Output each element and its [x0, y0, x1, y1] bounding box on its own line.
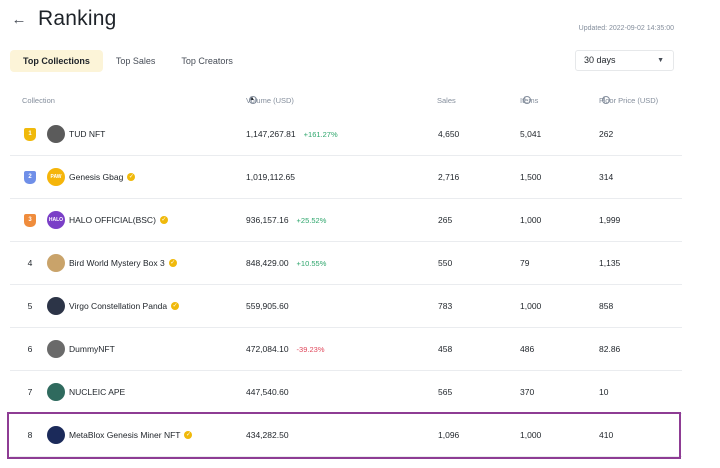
floor-price-cell: 410	[599, 430, 614, 440]
floor-price-cell: 1,999	[599, 215, 621, 225]
avatar[interactable]	[47, 426, 65, 444]
rank-cell: 8	[22, 414, 38, 456]
verified-icon: ✓	[159, 216, 168, 224]
items-cell: 79	[520, 258, 530, 268]
table-row[interactable]: 5 Virgo Constellation Panda ✓ 559,905.60…	[10, 285, 682, 328]
floor-price-cell: 858	[599, 301, 614, 311]
table-row[interactable]: 7 NUCLEIC APE 447,540.60 565 370 10	[10, 371, 682, 414]
volume-cell: 936,157.16 +25.52%	[246, 215, 327, 225]
items-cell: 1,000	[520, 301, 542, 311]
volume-change: -39.23%	[296, 344, 325, 354]
table-row[interactable]: 4 Bird World Mystery Box 3 ✓ 848,429.00 …	[10, 242, 682, 285]
collection-name[interactable]: DummyNFT	[69, 344, 115, 354]
avatar[interactable]: HALO	[47, 211, 65, 229]
volume-cell: 472,084.10 -39.23%	[246, 344, 325, 354]
volume-cell: 1,019,112.65	[246, 172, 295, 182]
verified-icon: ✓	[184, 431, 193, 439]
rank-badge-icon: 1	[24, 127, 36, 141]
floor-price-cell: 10	[599, 387, 609, 397]
collection-name[interactable]: TUD NFT	[69, 129, 106, 139]
floor-price-cell: 1,135	[599, 258, 621, 268]
sales-cell: 458	[438, 344, 453, 354]
table-row[interactable]: 2 PAW Genesis Gbag ✓ 1,019,112.65 2,716 …	[10, 156, 682, 199]
avatar[interactable]	[47, 125, 65, 143]
arrow-left-icon: ←	[11, 10, 27, 28]
rank-number: 7	[27, 387, 33, 397]
volume-cell: 434,282.50	[246, 430, 289, 440]
volume-change: +25.52%	[296, 215, 327, 225]
rank-badge-icon: 2	[24, 170, 36, 184]
caret-down-icon: ▼	[657, 57, 664, 64]
rank-cell: 1	[22, 113, 38, 155]
items-cell: 1,000	[520, 215, 542, 225]
sales-cell: 565	[438, 387, 453, 397]
rank-cell: 4	[22, 242, 38, 284]
verified-icon: ✓	[168, 259, 177, 267]
avatar[interactable]: PAW	[47, 168, 65, 186]
page-title: Ranking	[38, 7, 117, 30]
volume-cell: 559,905.60	[246, 301, 289, 311]
volume-change: +10.55%	[296, 258, 327, 268]
volume-cell: 1,147,267.81 +161.27%	[246, 129, 338, 139]
items-cell: 5,041	[520, 129, 542, 139]
period-select-value: 30 days	[584, 55, 616, 65]
info-icon[interactable]: i	[249, 96, 257, 104]
updated-timestamp: Updated: 2022-09-02 14:35:00	[578, 25, 674, 32]
sales-cell: 1,096	[438, 430, 460, 440]
rank-cell: 3	[22, 199, 38, 241]
collection-name[interactable]: NUCLEIC APE	[69, 387, 126, 397]
sales-cell: 550	[438, 258, 453, 268]
back-button[interactable]: ←	[6, 7, 32, 31]
table-header: Collection Volume (USD) ▲︎ i Sales Items i …	[22, 96, 659, 105]
rank-number: 5	[27, 301, 33, 311]
volume-cell: 447,540.60	[246, 387, 289, 397]
info-icon[interactable]: i	[523, 96, 531, 104]
rank-badge-icon: 3	[24, 213, 36, 227]
avatar[interactable]	[47, 254, 65, 272]
table-row[interactable]: 1 TUD NFT 1,147,267.81 +161.27% 4,650 5,…	[10, 113, 682, 156]
tab-top-creators[interactable]: Top Creators	[181, 56, 233, 66]
sales-cell: 2,716	[438, 172, 460, 182]
floor-price-cell: 262	[599, 129, 614, 139]
items-cell: 370	[520, 387, 535, 397]
sales-cell: 783	[438, 301, 453, 311]
tab-top-collections[interactable]: Top Collections	[10, 50, 103, 72]
rank-cell: 6	[22, 328, 38, 370]
sales-cell: 4,650	[438, 129, 460, 139]
ranking-tabs: Top Collections Top Sales Top Creators	[10, 50, 246, 72]
avatar[interactable]	[47, 383, 65, 401]
floor-price-cell: 314	[599, 172, 614, 182]
collection-name[interactable]: Virgo Constellation Panda ✓	[69, 301, 180, 311]
verified-icon: ✓	[127, 173, 136, 181]
collection-name[interactable]: MetaBlox Genesis Miner NFT ✓	[69, 430, 193, 440]
period-select[interactable]: 30 days ▼	[575, 50, 674, 71]
collection-name[interactable]: Genesis Gbag ✓	[69, 172, 136, 182]
items-cell: 1,000	[520, 430, 542, 440]
table-row[interactable]: 6 DummyNFT 472,084.10 -39.23% 458 486 82…	[10, 328, 682, 371]
verified-icon: ✓	[171, 302, 180, 310]
rank-number: 6	[27, 344, 33, 354]
info-icon[interactable]: i	[602, 96, 610, 104]
avatar[interactable]	[47, 297, 65, 315]
items-cell: 1,500	[520, 172, 542, 182]
collection-name[interactable]: Bird World Mystery Box 3 ✓	[69, 258, 177, 268]
rank-number: 8	[27, 430, 33, 440]
ranking-table: 1 TUD NFT 1,147,267.81 +161.27% 4,650 5,…	[0, 113, 720, 457]
rank-cell: 2	[22, 156, 38, 198]
volume-change: +161.27%	[303, 129, 338, 139]
floor-price-cell: 82.86	[599, 344, 621, 354]
table-row[interactable]: 3 HALO HALO OFFICIAL(BSC) ✓ 936,157.16 +…	[10, 199, 682, 242]
rank-cell: 7	[22, 371, 38, 413]
volume-cell: 848,429.00 +10.55%	[246, 258, 327, 268]
items-cell: 486	[520, 344, 535, 354]
collection-name[interactable]: HALO OFFICIAL(BSC) ✓	[69, 215, 168, 225]
table-row[interactable]: 8 MetaBlox Genesis Miner NFT ✓ 434,282.5…	[10, 414, 682, 457]
tab-top-sales[interactable]: Top Sales	[115, 56, 156, 66]
avatar[interactable]	[47, 340, 65, 358]
rank-cell: 5	[22, 285, 38, 327]
rank-number: 4	[27, 258, 33, 268]
sales-cell: 265	[438, 215, 453, 225]
